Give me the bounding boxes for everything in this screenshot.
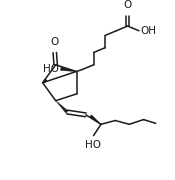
Polygon shape xyxy=(90,115,101,124)
Text: HO: HO xyxy=(43,64,59,74)
Text: O: O xyxy=(51,37,59,47)
Polygon shape xyxy=(61,67,77,72)
Text: OH: OH xyxy=(141,26,157,36)
Text: HO: HO xyxy=(85,140,100,150)
Text: O: O xyxy=(124,0,132,10)
Polygon shape xyxy=(56,101,68,113)
